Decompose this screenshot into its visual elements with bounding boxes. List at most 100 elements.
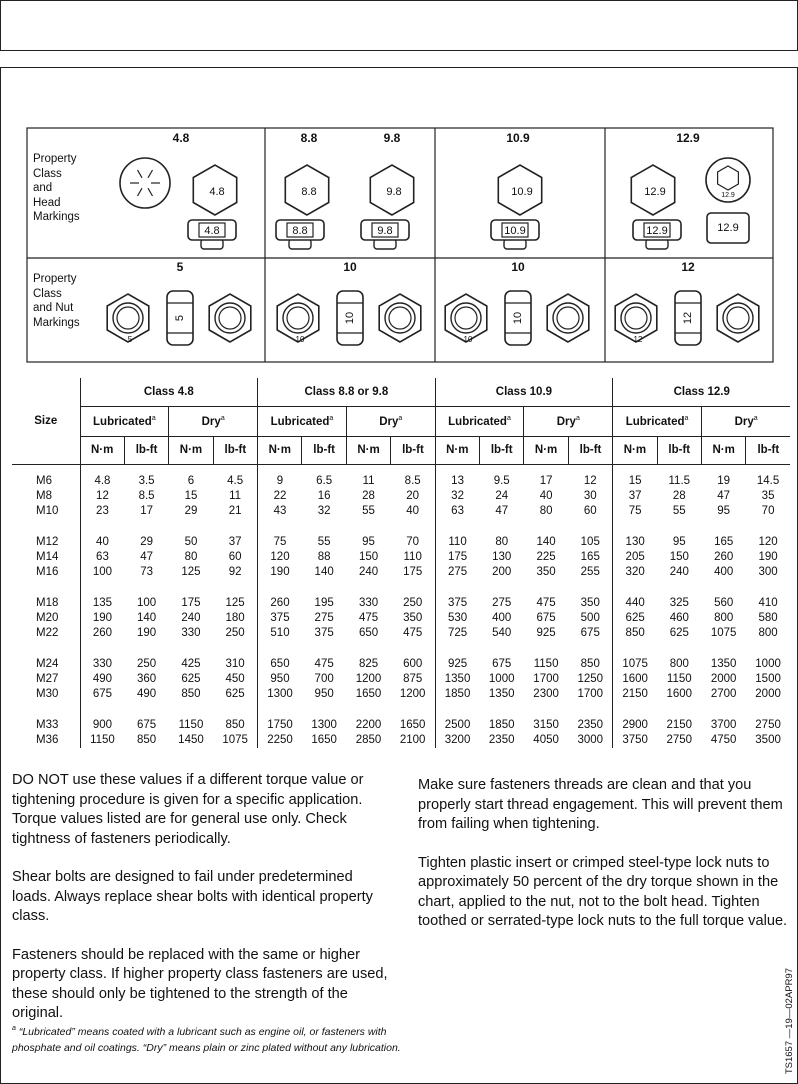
nut-thread bbox=[116, 306, 140, 330]
torque-value: 15 bbox=[612, 464, 658, 489]
condition-label: Lubricated bbox=[93, 415, 152, 428]
class-row: Size Class 4.8 Class 8.8 or 9.8 Class 10.9 C… bbox=[12, 378, 791, 465]
torque-value: 1150 bbox=[178, 718, 204, 731]
torque-value: 700 bbox=[314, 672, 334, 685]
torque-value: 24 bbox=[495, 489, 509, 502]
torque-value: 1850 bbox=[434, 686, 480, 702]
class-heading: 10 bbox=[511, 260, 525, 274]
head-marking: 12.9 bbox=[646, 225, 667, 237]
torque-value: 140 bbox=[136, 611, 157, 624]
torque-value: 12 bbox=[79, 488, 125, 504]
torque-value: 2500 bbox=[434, 701, 480, 733]
torque-value: 3.5 bbox=[138, 474, 155, 487]
torque-value: 125 bbox=[181, 565, 201, 578]
torque-value: 11.5 bbox=[668, 474, 691, 487]
condition-label: Lubricated bbox=[270, 415, 330, 428]
torque-value: 95 bbox=[362, 535, 375, 548]
torque-value: 3200 bbox=[434, 732, 480, 748]
torque-value: 80 bbox=[184, 550, 198, 563]
torque-value: 140 bbox=[314, 565, 334, 578]
torque-value: 190 bbox=[136, 626, 157, 639]
torque-value: 180 bbox=[225, 611, 245, 624]
torque-value: 475 bbox=[403, 626, 423, 639]
note-paragraph: Shear bolts are designed to fail under p… bbox=[12, 869, 373, 924]
size-cell: M14 bbox=[36, 550, 59, 563]
condition-mark: a bbox=[220, 414, 225, 422]
torque-value: 2150 bbox=[666, 718, 693, 731]
data-row: M16 100 73 125 92 190 140 240 175 275 200 350 255 320… bbox=[12, 564, 790, 580]
unit-header: lb-ft bbox=[656, 436, 702, 465]
star-mark bbox=[147, 187, 154, 197]
nut-side bbox=[166, 290, 194, 346]
torque-value: 200 bbox=[492, 565, 512, 578]
torque-value: 60 bbox=[228, 550, 242, 563]
class-heading: 12.9 bbox=[676, 131, 700, 145]
nut-face bbox=[378, 293, 422, 343]
torque-value: 47 bbox=[140, 550, 153, 563]
torque-value: 1450 bbox=[178, 733, 204, 746]
torque-value: 375 bbox=[257, 610, 302, 626]
torque-value: 165 bbox=[580, 550, 600, 563]
torque-value: 37 bbox=[228, 535, 242, 548]
torque-value: 330 bbox=[79, 640, 125, 672]
torque-value: 875 bbox=[403, 672, 423, 685]
torque-value: 175 bbox=[181, 596, 201, 609]
torque-value: 165 bbox=[714, 535, 734, 548]
torque-value: 1700 bbox=[533, 672, 559, 685]
size-cell: M12 bbox=[36, 535, 59, 548]
nut-bore bbox=[282, 302, 314, 334]
torque-value: 850 bbox=[225, 718, 245, 731]
torque-value: 120 bbox=[758, 535, 778, 548]
torque-value: 375 bbox=[434, 579, 480, 611]
condition-header: Lubricateda bbox=[257, 406, 347, 437]
condition-label: Dry bbox=[734, 415, 754, 428]
torque-value: 4050 bbox=[533, 733, 559, 746]
torque-value: 19 bbox=[717, 474, 731, 487]
torque-value: 460 bbox=[669, 611, 689, 624]
head-marking: 4.8 bbox=[209, 186, 224, 198]
torque-value: 540 bbox=[492, 626, 512, 639]
condition-header: Lubricateda bbox=[434, 406, 524, 437]
data-row: M12 40 29 50 37 75 55 95 70 110 80 140 105 130 95 165 12… bbox=[12, 518, 790, 550]
torque-value: 260 bbox=[714, 550, 734, 563]
torque-value: 450 bbox=[225, 672, 245, 685]
condition-label: Lubricated bbox=[625, 415, 685, 428]
torque-value: 150 bbox=[358, 550, 379, 563]
torque-value: 11 bbox=[362, 474, 375, 487]
torque-value: 47 bbox=[717, 489, 731, 502]
torque-value: 3750 bbox=[612, 732, 658, 748]
torque-value: 28 bbox=[362, 489, 375, 502]
torque-value: 55 bbox=[317, 535, 331, 548]
condition-header: Drya bbox=[700, 406, 791, 437]
unit-header: N·m bbox=[79, 436, 125, 465]
nut-marking: 12 bbox=[682, 312, 694, 324]
torque-value: 1350 bbox=[488, 687, 515, 700]
torque-value: 1075 bbox=[710, 626, 737, 639]
torque-value: 40 bbox=[406, 504, 420, 517]
torque-value: 3500 bbox=[755, 733, 781, 746]
torque-value: 650 bbox=[257, 640, 302, 672]
size-cell: M33 bbox=[36, 718, 59, 731]
head-marking: 4.8 bbox=[204, 225, 219, 237]
torque-value: 17 bbox=[539, 474, 553, 487]
nut-marking: 10 bbox=[344, 312, 356, 324]
torque-value: 92 bbox=[228, 565, 242, 578]
torque-value: 425 bbox=[181, 657, 201, 670]
condition-label: Dry bbox=[379, 415, 399, 428]
nut-thread bbox=[454, 306, 478, 330]
data-row: M24 330 250 425 310 650 475 825 600 925 675 1150 850… bbox=[12, 640, 790, 672]
nut-thread bbox=[218, 306, 242, 330]
data-row: M10 23 17 29 21 43 32 55 40 63 47 80 60 75 55 95 70 bbox=[12, 503, 790, 519]
condition-header: Drya bbox=[345, 406, 436, 437]
torque-value: 6 bbox=[187, 474, 195, 487]
head-marking: 9.8 bbox=[377, 225, 392, 237]
torque-value: 350 bbox=[403, 611, 423, 624]
bolt-head-side bbox=[490, 219, 540, 241]
torque-value: 490 bbox=[79, 671, 125, 687]
torque-value: 240 bbox=[181, 611, 201, 624]
unit-header: N·m bbox=[257, 436, 302, 465]
torque-value: 9.5 bbox=[493, 474, 510, 487]
torque-value: 32 bbox=[317, 504, 331, 517]
class-header: Class 10.9 bbox=[434, 378, 613, 407]
nut-thread bbox=[556, 306, 580, 330]
